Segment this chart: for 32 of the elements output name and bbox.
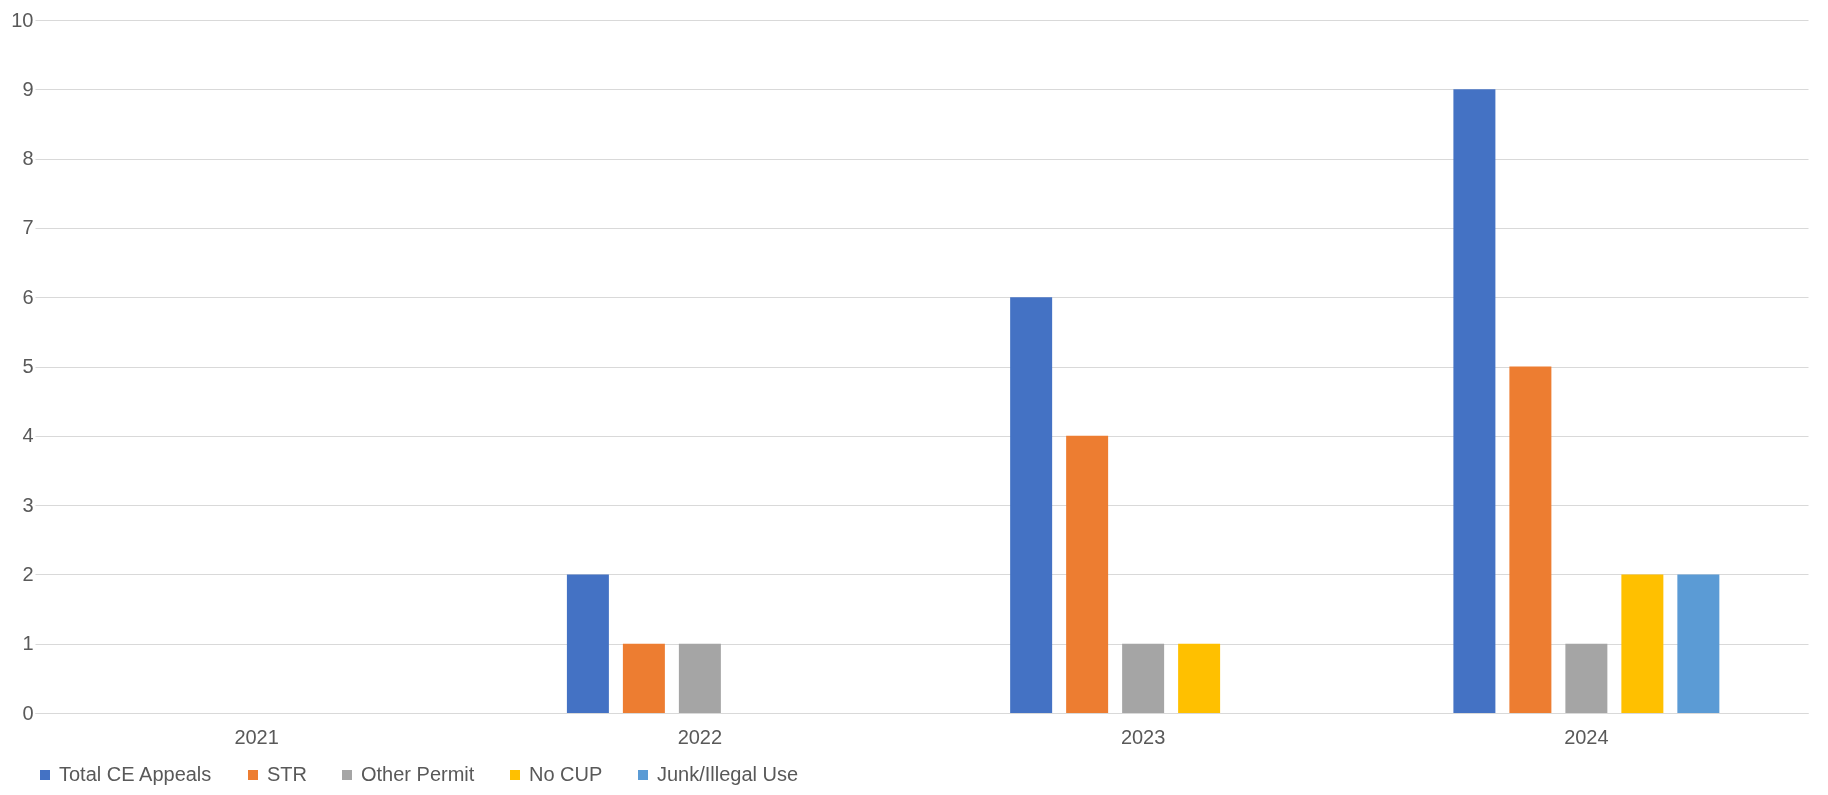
bar <box>622 643 665 713</box>
bar <box>1509 366 1552 713</box>
y-tick-label: 6 <box>22 285 34 308</box>
y-tick-label: 10 <box>11 8 34 31</box>
bar <box>566 574 609 713</box>
bar <box>678 643 721 713</box>
legend-label: STR <box>267 763 307 785</box>
y-tick-label: 9 <box>22 77 34 100</box>
bar <box>1677 574 1720 713</box>
y-tick-label: 1 <box>22 632 34 655</box>
bar <box>1565 643 1608 713</box>
x-tick-label: 2021 <box>234 725 279 748</box>
legend-label: Junk/Illegal Use <box>657 763 799 785</box>
x-tick-label: 2022 <box>677 725 723 748</box>
bar <box>1066 435 1109 713</box>
x-tick-label: 2024 <box>1564 725 1609 748</box>
bar <box>1178 643 1221 713</box>
y-tick-label: 0 <box>22 701 34 724</box>
y-tick-label: 4 <box>22 424 34 447</box>
y-tick-label: 7 <box>22 216 34 239</box>
bar <box>1122 643 1165 713</box>
legend-label: No CUP <box>529 763 603 785</box>
y-tick-label: 5 <box>22 355 34 377</box>
legend-label: Total CE Appeals <box>59 763 212 785</box>
bar <box>1453 89 1496 713</box>
y-tick-label: 8 <box>22 147 34 170</box>
y-tick-label: 3 <box>22 493 34 516</box>
bar <box>1010 297 1053 713</box>
legend-label: Other Permit <box>361 763 475 785</box>
bar <box>1621 574 1664 713</box>
x-tick-label: 2023 <box>1120 725 1166 748</box>
y-tick-label: 2 <box>22 562 34 585</box>
